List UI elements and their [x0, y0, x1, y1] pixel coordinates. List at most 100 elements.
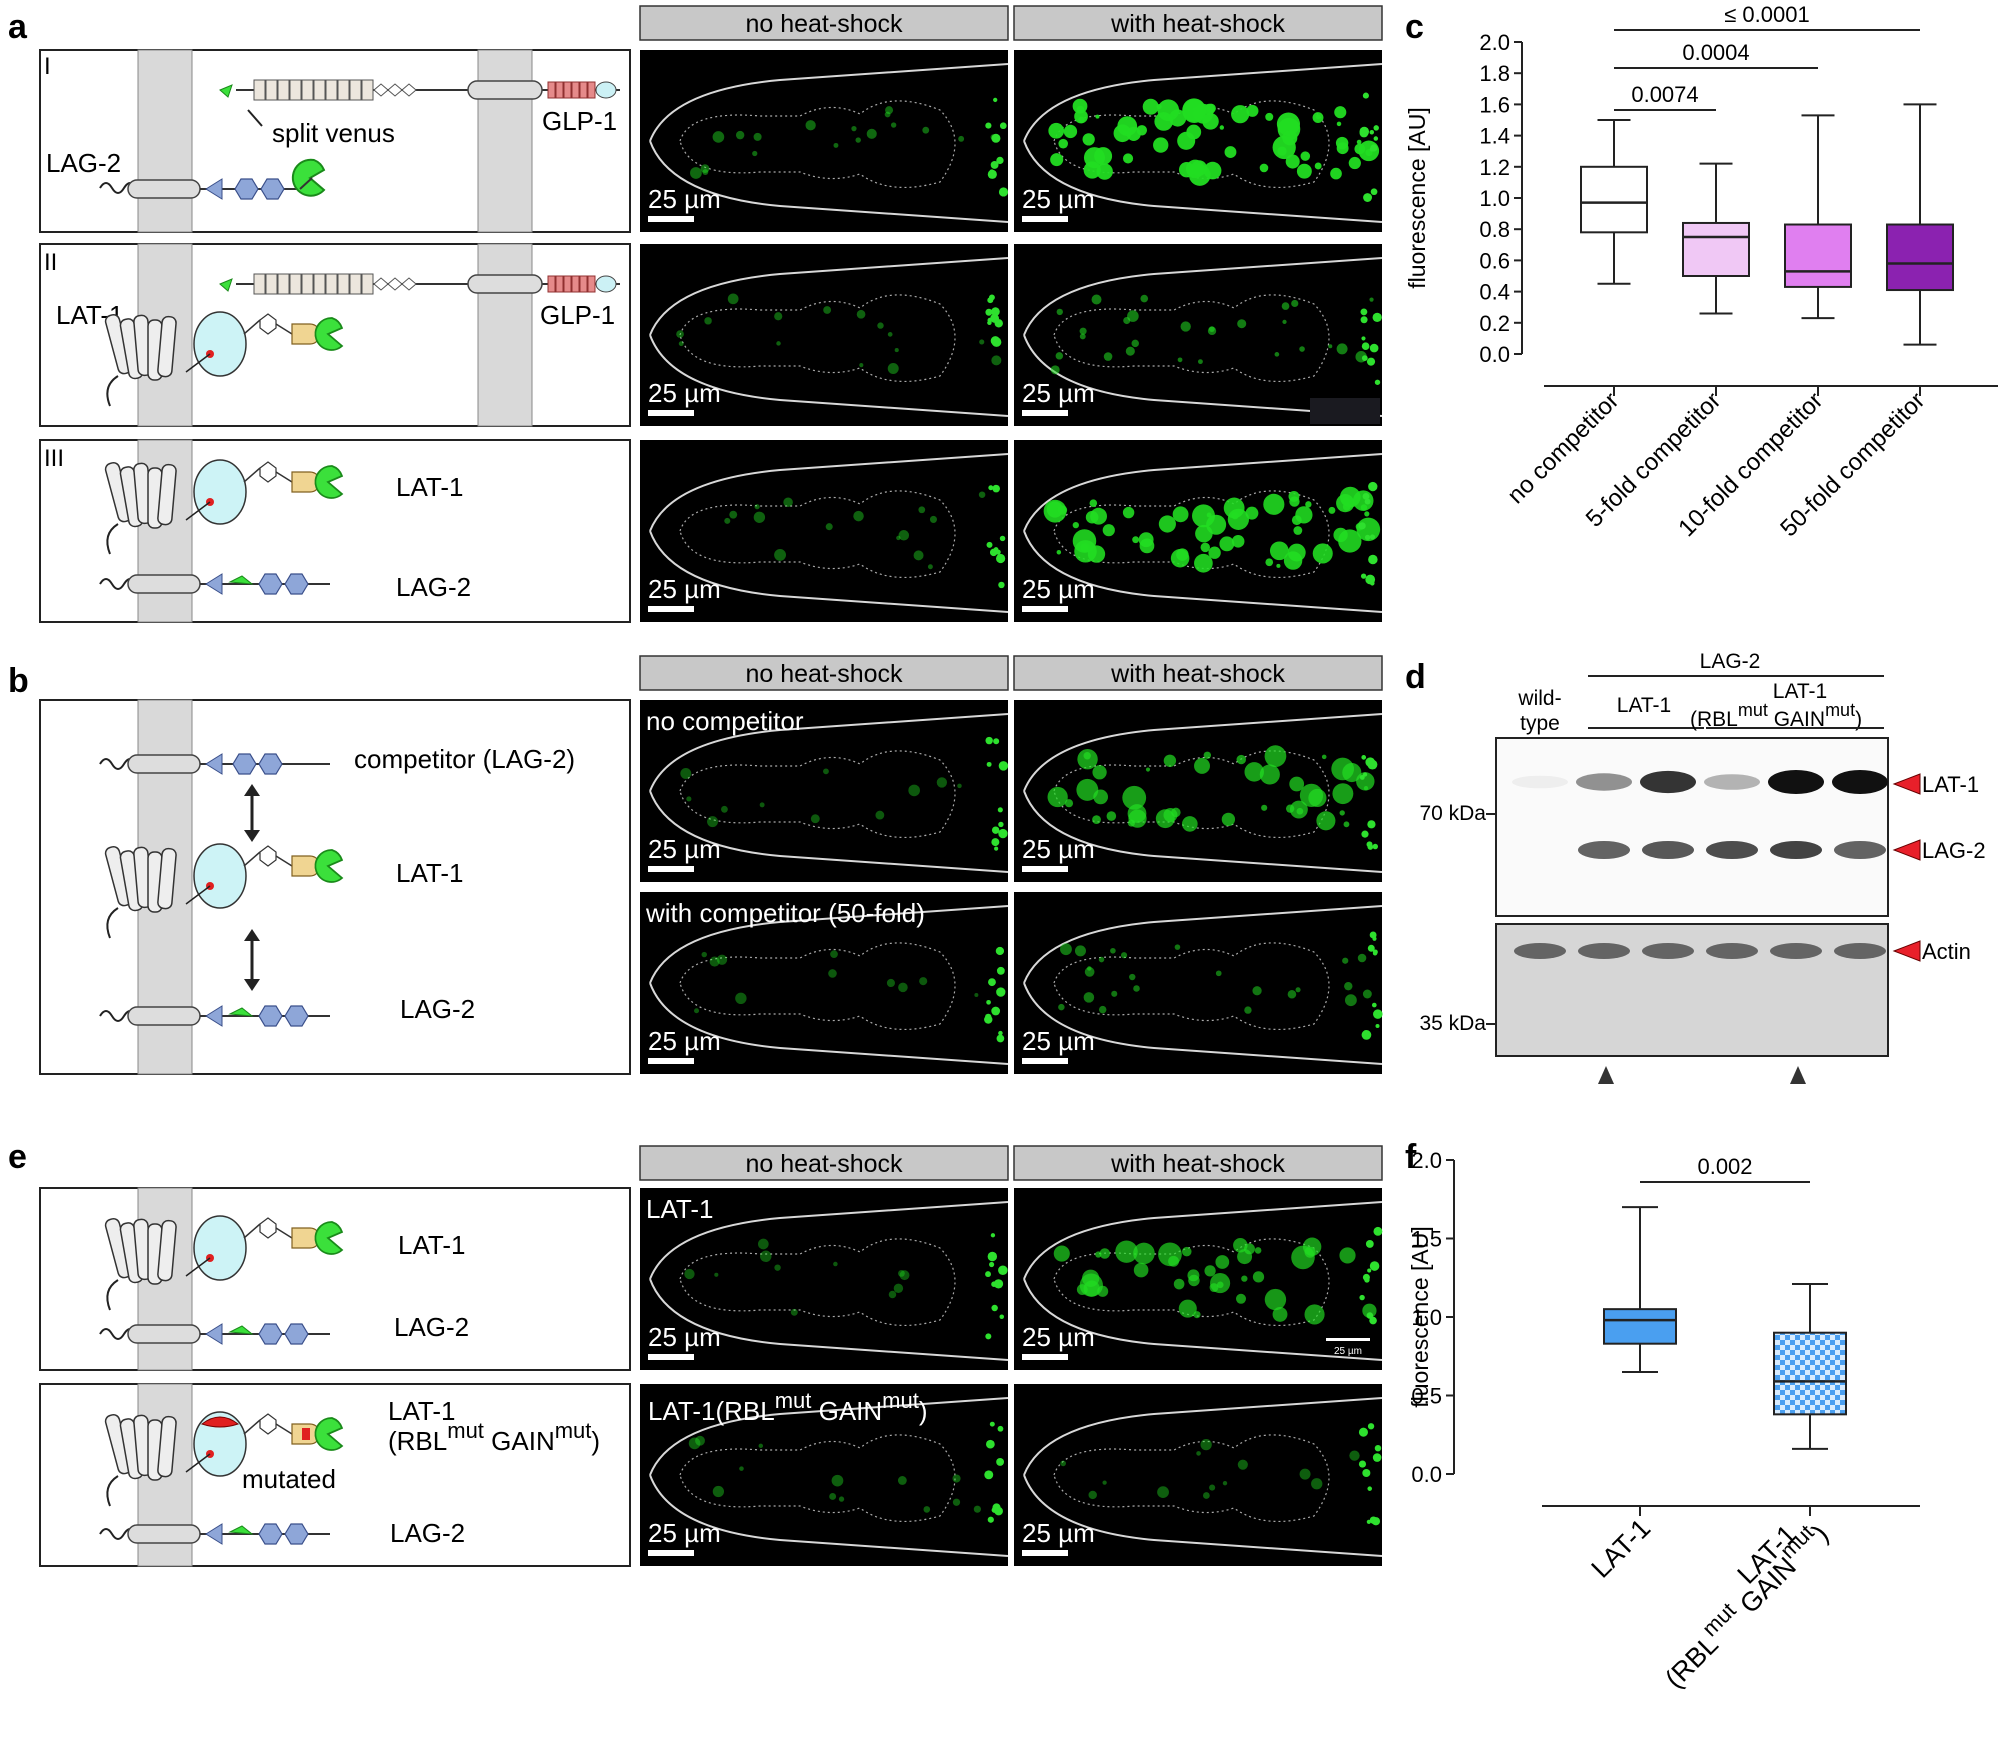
band-lat1 [1832, 770, 1888, 794]
arrowhead-lag2-icon [1892, 839, 1921, 861]
band-lat1 [1704, 774, 1760, 790]
scale-bar-label: 25 µm [1022, 1322, 1095, 1352]
box [1580, 165, 1648, 234]
y-tick-label: 1.4 [1479, 124, 1510, 149]
blot-wild-type-1: wild- [1517, 687, 1561, 710]
img-e1-no-hs [640, 1188, 1009, 1370]
triangle-marker-1-icon [1598, 1066, 1614, 1084]
scale-bar-label: 25 µm [648, 184, 721, 214]
band-lag2 [1834, 841, 1886, 859]
y-tick-label: 0.0 [1479, 342, 1510, 367]
lag2-label-b: LAG-2 [400, 994, 475, 1024]
img-b1-no-hs [640, 700, 1009, 882]
panel-letter-b: b [8, 662, 29, 700]
band-actin [1642, 943, 1694, 959]
band-lat1 [1576, 773, 1632, 791]
kda-70-label: 70 kDa [1419, 802, 1486, 825]
panel-letter-c: c [1405, 8, 1424, 46]
band-lag2 [1578, 841, 1630, 859]
glp1-label-a2: GLP-1 [540, 300, 615, 330]
scale-bar-label: 25 µm [1022, 1026, 1095, 1056]
lag2-label-a3: LAG-2 [396, 572, 471, 602]
y-tick-label: 1.8 [1479, 61, 1510, 86]
y-tick-label: 1.0 [1479, 186, 1510, 211]
lat1-mut-suffix-e2: (RBLmut GAINmut) [388, 1418, 600, 1456]
panel-a-schematics: I split venus GLP-1 LAG-2 II GLP-1 LAT-1 [39, 49, 631, 623]
header-no-heat-shock-e: no heat-shock [745, 1150, 903, 1178]
scale-bar-label: 25 µm [1022, 1518, 1095, 1548]
band-actin [1706, 943, 1758, 959]
mutated-label: mutated [242, 1464, 336, 1494]
img-a2-with-hs [1014, 244, 1383, 426]
glp1-label-a1: GLP-1 [542, 106, 617, 136]
img-e2-with-hs [1014, 1384, 1383, 1566]
scale-bar-small-label: 25 µm [1334, 1346, 1362, 1357]
y-tick-label: 0.6 [1479, 248, 1510, 273]
headers-e: no heat-shock with heat-shock [639, 1145, 1383, 1181]
split-venus-label: split venus [272, 118, 395, 148]
header-no-heat-shock-a: no heat-shock [745, 10, 903, 38]
y-tick-label: 2.0 [1411, 1148, 1442, 1173]
lat1-label-b: LAT-1 [396, 858, 463, 888]
double-arrow-bottom-icon [244, 929, 260, 991]
p-value-label: 0.0004 [1682, 40, 1749, 65]
box [1784, 223, 1852, 288]
band-lat1 [1640, 770, 1696, 794]
band-actin [1578, 943, 1630, 959]
box [1603, 1308, 1677, 1345]
band-actin [1834, 943, 1886, 959]
img-e1-with-hs [1014, 1188, 1383, 1370]
y-tick-label: 0.0 [1411, 1462, 1442, 1487]
scale-bar-label: 25 µm [648, 574, 721, 604]
row-label-III: III [44, 445, 64, 472]
triangle-marker-2-icon [1790, 1066, 1806, 1084]
y-tick-label: 1.0 [1411, 1305, 1442, 1330]
panel-e-schematics: LAT-1 LAG-2 LAT-1 (RBLmut GAINmut) mutat… [39, 1187, 631, 1567]
scale-bar-label: 25 µm [648, 1026, 721, 1056]
p-value-label: 0.0074 [1631, 82, 1698, 107]
scale-bar-label: 25 µm [648, 1322, 721, 1352]
band-actin [1770, 943, 1822, 959]
blot-lat1-mut-header: LAT-1 [1773, 680, 1827, 703]
scale-bar-label: 25 µm [1022, 574, 1095, 604]
row-label-II: II [44, 249, 57, 276]
lag2-label-e2: LAG-2 [390, 1518, 465, 1548]
y-axis-label: fluorescence [AU] [1407, 1226, 1433, 1408]
split-venus-large-icon [291, 158, 326, 197]
band-label-lat1: LAT-1 [1922, 772, 1979, 797]
scale-bar-label: 25 µm [1022, 184, 1095, 214]
band-label-actin: Actin [1922, 939, 1971, 964]
blot-lat1-mut-suffix: (RBLmut GAINmut) [1690, 700, 1862, 731]
band-actin [1514, 943, 1566, 959]
lag2-label-e1: LAG-2 [394, 1312, 469, 1342]
header-with-heat-shock-e: with heat-shock [1110, 1150, 1285, 1178]
kda-35-label: 35 kDa [1419, 1012, 1486, 1035]
img-e2-no-hs [640, 1384, 1009, 1566]
band-lag2 [1642, 841, 1694, 859]
blot-membrane-bottom [1495, 923, 1889, 1057]
header-with-heat-shock-a: with heat-shock [1110, 10, 1285, 38]
headers-b: no heat-shock with heat-shock [639, 655, 1383, 691]
header-no-heat-shock-b: no heat-shock [745, 660, 903, 688]
y-axis-label: fluorescence [AU] [1404, 107, 1430, 289]
microscopy-images [640, 50, 1383, 1566]
y-tick-label: 2.0 [1479, 30, 1510, 55]
x-tick-label-mut-line2: (RBLmut GAINmut) [1654, 1513, 1835, 1694]
panel-letter-d: d [1405, 658, 1426, 696]
band-lag2 [1770, 841, 1822, 859]
p-value-label: ≤ 0.0001 [1724, 2, 1809, 27]
y-tick-label: 0.4 [1479, 280, 1510, 305]
y-tick-label: 0.8 [1479, 217, 1510, 242]
header-with-heat-shock-b: with heat-shock [1110, 660, 1285, 688]
image-label-mut: LAT-1(RBLmut GAINmut) [648, 1388, 928, 1426]
img-a1-with-hs [1014, 50, 1383, 232]
arrowhead-actin-icon [1892, 940, 1921, 962]
img-a3-with-hs [1014, 440, 1383, 622]
lat1-label-e1: LAT-1 [398, 1230, 465, 1260]
y-tick-label: 1.6 [1479, 92, 1510, 117]
image-overlays: 25 µm 25 µm 25 µm 25 µm 25 µm 25 µm 25 µm no co… [645, 184, 1370, 1556]
y-tick-label: 0.2 [1479, 311, 1510, 336]
blot-lat1-header: LAT-1 [1617, 694, 1671, 717]
lat1-label-a3: LAT-1 [396, 472, 463, 502]
scale-bar-label: 25 µm [648, 1518, 721, 1548]
